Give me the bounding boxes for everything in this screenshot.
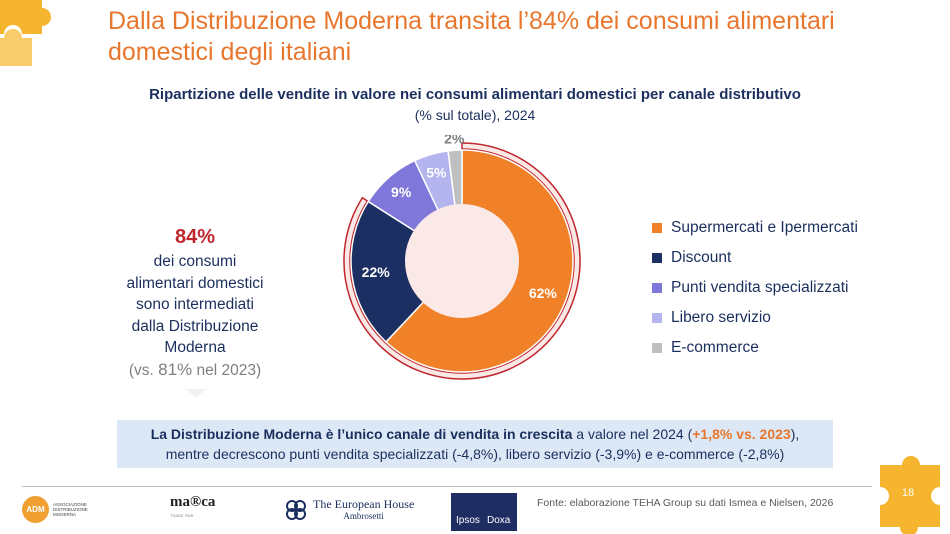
legend-label: Punti vendita specializzati <box>671 279 849 296</box>
slice-label-4: 2% <box>444 135 465 146</box>
legend-item: E-commerce <box>652 333 858 363</box>
legend-item: Libero servizio <box>652 303 858 333</box>
chart-title: Ripartizione delle vendite in valore nei… <box>149 86 801 103</box>
puzzle-piece-icon <box>0 0 51 66</box>
highlight-ring-arc <box>343 142 581 380</box>
key-stat-line: dalla Distribuzione <box>131 317 259 335</box>
slice-label-0: 62% <box>529 285 558 301</box>
chart-legend: Supermercati e Ipermercati Discount Punti … <box>652 213 858 363</box>
key-stat-value: 84% <box>174 226 216 248</box>
key-stat-line: Moderna <box>164 339 226 356</box>
slice-label-1: 22% <box>362 264 391 280</box>
source-note: Fonte: elaborazione TEHA Group su dati I… <box>537 497 834 509</box>
adm-logo: ADM ASSOCIAZIONE DISTRIBUZIONE MODERNA <box>22 496 103 523</box>
legend-swatch <box>652 283 662 293</box>
marca-logo: ma®ca TRADE FAIR <box>170 494 216 518</box>
key-stat-callout: 84% dei consumi alimentari domestici son… <box>100 225 290 381</box>
puzzle-piece-icon <box>880 456 940 534</box>
page-number: 18 <box>901 487 915 499</box>
legend-item: Punti vendita specializzati <box>652 273 858 303</box>
highlight-ring <box>343 142 581 380</box>
slice-label-2: 9% <box>391 184 412 200</box>
slice-label-3: 5% <box>426 165 447 181</box>
legend-item: Discount <box>652 243 858 273</box>
legend-item: Supermercati e Ipermercati <box>652 213 858 243</box>
key-stat-line: sono intermediati <box>135 296 255 313</box>
ipsos-doxa-logo: Ipsos Doxa <box>451 493 517 531</box>
key-stat-line: dei consumi <box>153 253 237 270</box>
legend-swatch <box>652 313 662 323</box>
chart-subtitle: (% sul totale), 2024 <box>414 107 536 123</box>
donut-hole <box>405 204 519 318</box>
legend-label: Libero servizio <box>671 309 771 326</box>
legend-swatch <box>652 223 662 233</box>
legend-label: E-commerce <box>671 339 759 356</box>
legend-swatch <box>652 343 662 353</box>
insight-line-2: mentre decrescono punti vendita speciali… <box>165 446 785 462</box>
donut-chart: 62% 22% 9% 5% 2% <box>343 135 581 380</box>
callout-pointer <box>186 389 206 398</box>
legend-label: Discount <box>671 249 732 266</box>
page-title: Dalla Distribuzione Moderna transita l’8… <box>108 7 835 66</box>
footer-divider <box>22 486 872 487</box>
legend-label: Supermercati e Ipermercati <box>671 219 858 236</box>
legend-swatch <box>652 253 662 263</box>
key-stat-comparison: (vs. 81% nel 2023) <box>128 359 262 379</box>
the-european-house-logo: The European House Ambrosetti <box>285 498 414 522</box>
insight-banner: La Distribuzione Moderna è l’unico canal… <box>117 420 833 468</box>
insight-line-1: La Distribuzione Moderna è l’unico canal… <box>150 426 800 442</box>
teh-mark-icon <box>286 500 306 520</box>
key-stat-line: alimentari domestici <box>126 274 264 292</box>
